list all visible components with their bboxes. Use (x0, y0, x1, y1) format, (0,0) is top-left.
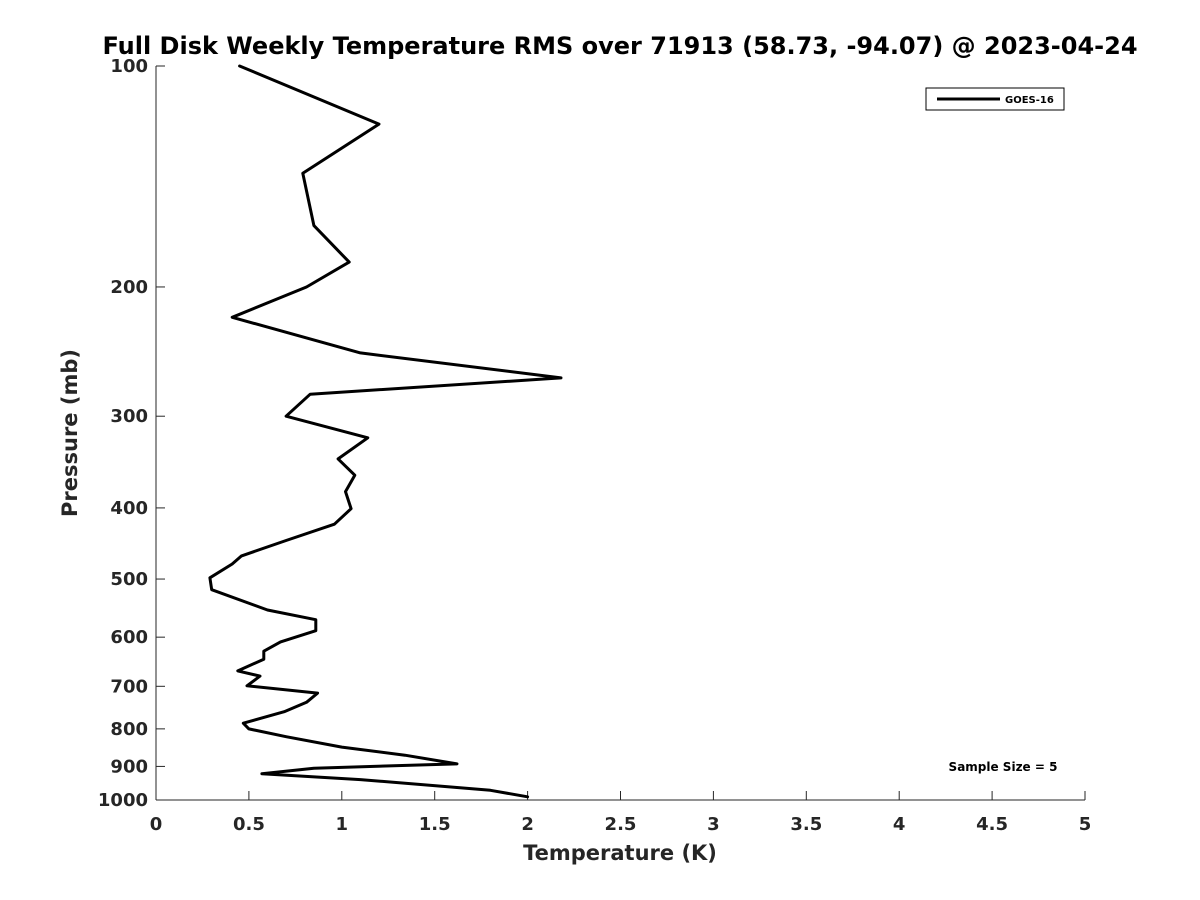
x-tick-label: 5 (1079, 814, 1092, 835)
legend-entry-goes-16: GOES-16 (1005, 95, 1054, 106)
legend: GOES-16 (925, 87, 1065, 111)
series-layer (208, 64, 563, 799)
chart-title: Full Disk Weekly Temperature RMS over 71… (102, 32, 1137, 60)
y-tick-label: 900 (110, 756, 148, 777)
y-tick-label: 1000 (98, 790, 148, 811)
y-tick-label: 700 (110, 676, 148, 697)
y-axis-ticks: 100 200 300 400 500 600 700 800 900 1000 (98, 56, 165, 811)
x-axis-ticks: 0 0.5 1 1.5 2 2.5 3 3.5 4 4.5 5 (150, 791, 1092, 835)
x-tick-label: 3.5 (790, 814, 822, 835)
x-axis-label: Temperature (K) (523, 841, 717, 865)
y-tick-label: 600 (110, 627, 148, 648)
x-tick-label: 0 (150, 814, 163, 835)
series-line-goes-16 (208, 64, 563, 799)
y-tick-label: 100 (110, 56, 148, 77)
y-tick-label: 800 (110, 719, 148, 740)
sample-size-annotation: Sample Size = 5 (949, 760, 1058, 774)
x-tick-label: 3 (707, 814, 720, 835)
x-tick-label: 1.5 (419, 814, 451, 835)
x-tick-label: 2.5 (605, 814, 637, 835)
x-tick-label: 0.5 (233, 814, 265, 835)
y-tick-label: 400 (110, 498, 148, 519)
y-tick-label: 500 (110, 569, 148, 590)
x-tick-label: 4.5 (976, 814, 1008, 835)
x-tick-label: 1 (336, 814, 349, 835)
y-tick-label: 200 (110, 277, 148, 298)
x-tick-label: 4 (893, 814, 906, 835)
y-tick-label: 300 (110, 406, 148, 427)
y-axis-label: Pressure (mb) (58, 349, 82, 517)
x-tick-label: 2 (521, 814, 534, 835)
